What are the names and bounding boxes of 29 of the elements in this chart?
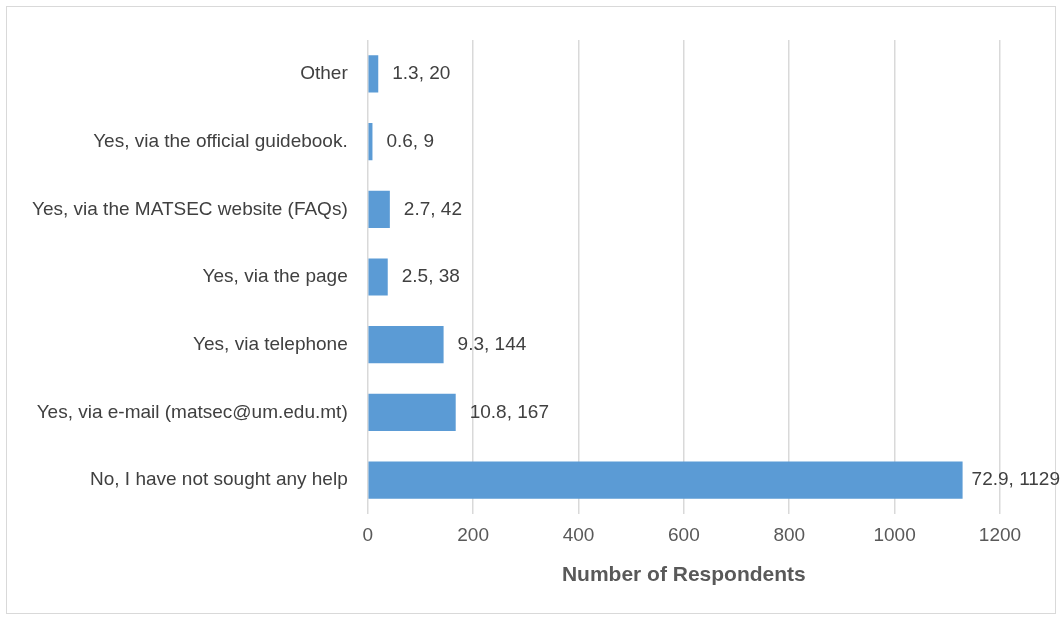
bar (368, 122, 373, 161)
x-tick-label: 0 (362, 523, 374, 545)
y-tick-label: Yes, via e-mail (matsec@um.edu.mt) (36, 400, 348, 422)
data-label: 0.6, 9 (386, 129, 435, 151)
y-tick-label: Yes, via the official guidebook. (93, 129, 348, 151)
bar (368, 461, 963, 499)
y-tick-label: Yes, via the page (202, 265, 348, 287)
x-tick-label: 800 (773, 523, 806, 545)
x-axis-title: Number of Respondents (561, 562, 806, 586)
y-tick-label: Yes, via the MATSEC website (FAQs) (32, 197, 348, 219)
bar (368, 258, 388, 296)
x-tick-label: 1200 (978, 523, 1022, 545)
data-label: 9.3, 144 (457, 332, 527, 354)
y-tick-label: Yes, via telephone (193, 332, 348, 354)
x-tick-label: 600 (668, 523, 700, 545)
bar (368, 190, 390, 228)
x-tick-label: 1000 (873, 523, 916, 545)
bar (368, 55, 379, 93)
data-label: 1.3, 20 (392, 62, 451, 84)
x-tick-label: 200 (457, 523, 489, 545)
y-tick-label: Other (300, 62, 349, 84)
data-label: 2.7, 42 (403, 197, 462, 219)
data-label: 10.8, 167 (469, 400, 549, 422)
x-tick-label: 400 (562, 523, 595, 545)
data-label: 2.5, 38 (401, 265, 460, 287)
data-label: 72.9, 1129 (971, 468, 1061, 490)
y-tick-label: No, I have not sought any help (89, 468, 348, 490)
bar (368, 393, 456, 432)
bar (368, 326, 444, 364)
